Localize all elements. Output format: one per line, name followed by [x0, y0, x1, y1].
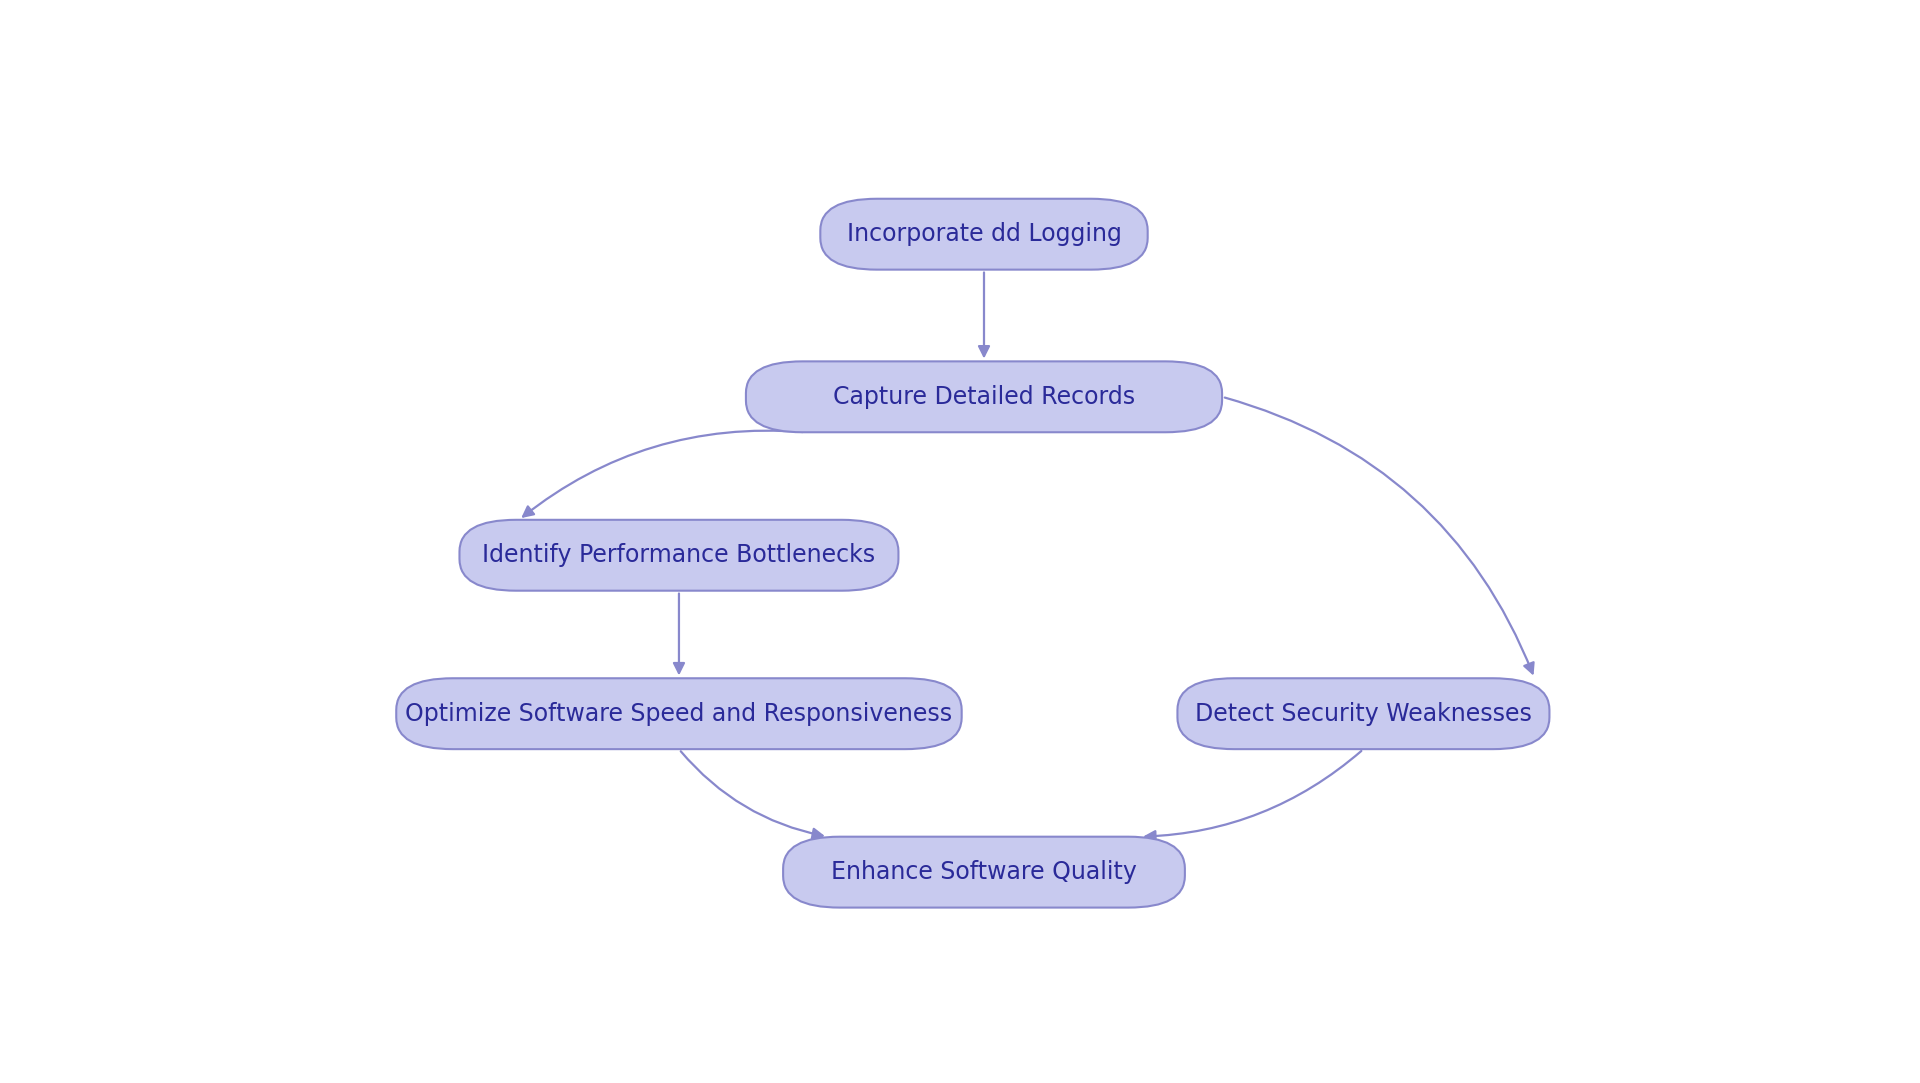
FancyBboxPatch shape [820, 199, 1148, 270]
FancyBboxPatch shape [745, 362, 1221, 432]
Text: Incorporate dd Logging: Incorporate dd Logging [847, 222, 1121, 246]
Text: Detect Security Weaknesses: Detect Security Weaknesses [1194, 702, 1532, 726]
Text: Identify Performance Bottlenecks: Identify Performance Bottlenecks [482, 544, 876, 567]
FancyBboxPatch shape [783, 837, 1185, 908]
Text: Capture Detailed Records: Capture Detailed Records [833, 384, 1135, 408]
Text: Enhance Software Quality: Enhance Software Quality [831, 860, 1137, 884]
Text: Optimize Software Speed and Responsiveness: Optimize Software Speed and Responsivene… [405, 702, 952, 726]
FancyBboxPatch shape [1177, 678, 1549, 749]
FancyBboxPatch shape [459, 520, 899, 590]
FancyBboxPatch shape [396, 678, 962, 749]
